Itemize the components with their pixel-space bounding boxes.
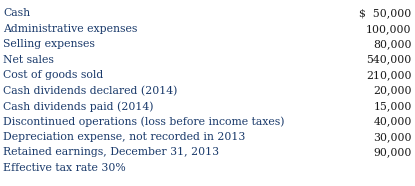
Text: 20,000: 20,000 xyxy=(373,86,412,96)
Text: 30,000: 30,000 xyxy=(373,132,412,142)
Text: Cost of goods sold: Cost of goods sold xyxy=(3,70,104,80)
Text: Administrative expenses: Administrative expenses xyxy=(3,24,138,34)
Text: 540,000: 540,000 xyxy=(366,55,412,65)
Text: $  50,000: $ 50,000 xyxy=(359,8,412,18)
Text: Cash: Cash xyxy=(3,8,30,18)
Text: Cash dividends declared (2014): Cash dividends declared (2014) xyxy=(3,86,178,96)
Text: 15,000: 15,000 xyxy=(374,101,412,111)
Text: Depreciation expense, not recorded in 2013: Depreciation expense, not recorded in 20… xyxy=(3,132,246,142)
Text: Cash dividends paid (2014): Cash dividends paid (2014) xyxy=(3,101,154,112)
Text: 100,000: 100,000 xyxy=(366,24,412,34)
Text: Selling expenses: Selling expenses xyxy=(3,39,95,49)
Text: 90,000: 90,000 xyxy=(374,147,412,157)
Text: Net sales: Net sales xyxy=(3,55,54,65)
Text: 40,000: 40,000 xyxy=(374,116,412,126)
Text: Effective tax rate 30%: Effective tax rate 30% xyxy=(3,163,126,173)
Text: Discontinued operations (loss before income taxes): Discontinued operations (loss before inc… xyxy=(3,116,285,127)
Text: Retained earnings, December 31, 2013: Retained earnings, December 31, 2013 xyxy=(3,147,220,157)
Text: 80,000: 80,000 xyxy=(373,39,412,49)
Text: 210,000: 210,000 xyxy=(366,70,412,80)
